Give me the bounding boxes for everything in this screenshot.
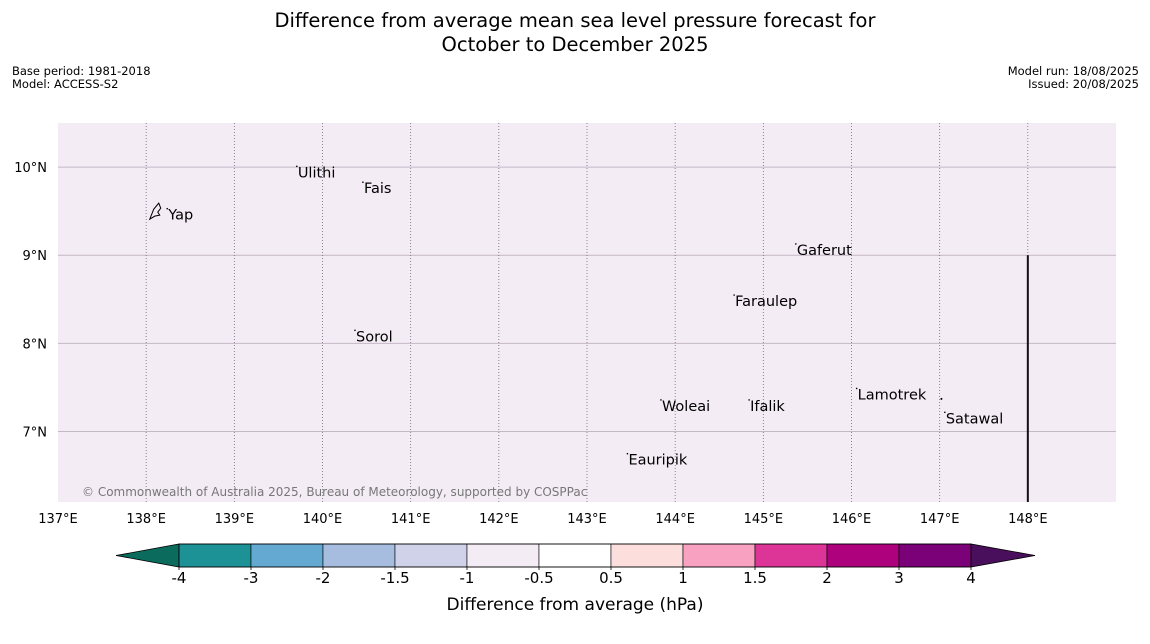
atoll-marker: [626, 452, 629, 455]
lat-tick-label: 8°N: [23, 337, 48, 352]
lon-tick-label: 141°E: [391, 512, 431, 527]
colorbar-tick-label: -2: [316, 569, 331, 587]
atoll-marker: [855, 387, 858, 390]
atoll-marker: [660, 399, 662, 401]
colorbar-swatch: [754, 543, 828, 568]
place-label: Sorol: [356, 329, 393, 345]
map-title: Difference from average mean sea level p…: [0, 9, 1150, 57]
lon-tick-label: 143°E: [567, 512, 607, 527]
colorbar-swatch: [394, 543, 468, 568]
lon-tick-label: 147°E: [920, 512, 960, 527]
atoll-marker: [944, 411, 946, 414]
atoll-marker: [354, 329, 356, 332]
place-label: Ifalik: [750, 399, 785, 415]
issued-text: Issued: 20/08/2025: [1028, 77, 1139, 91]
colorbar-swatch: [178, 543, 252, 568]
place-label: Lamotrek: [858, 387, 927, 403]
colorbar-swatch: [826, 543, 900, 568]
colorbar-swatch: [250, 543, 324, 568]
lon-tick-label: 142°E: [479, 512, 519, 527]
colorbar-tick-label: 2: [822, 569, 832, 587]
colorbar-extend-high: [970, 543, 1036, 568]
map-panel: 10°N 9°N 8°N 7°N 137°E 138°E 139°E 140°E 141°E 14…: [14, 123, 1116, 527]
colorbar-tick-label: -3: [244, 569, 259, 587]
colorbar: -4 -3 -2 -1.5 -1 -0.5 0.5 1 1.5 2 3 4 Difference fro…: [115, 543, 1036, 615]
lat-tick-label: 7°N: [23, 425, 48, 440]
colorbar-swatch: [610, 543, 684, 568]
meta-right: Model run: 18/08/2025 Issued: 20/08/2025: [1008, 65, 1139, 91]
place-label: Yap: [167, 208, 193, 224]
lat-tick-label: 9°N: [23, 249, 48, 264]
colorbar-swatch: [322, 543, 396, 568]
colorbar-tick-label: 1: [678, 569, 688, 587]
lon-tick-label: 144°E: [655, 512, 695, 527]
colorbar-tick-label: -0.5: [524, 569, 553, 587]
yap-island-outline: [148, 202, 162, 221]
colorbar-tick-label: -1.5: [380, 569, 409, 587]
colorbar-swatch: [898, 543, 972, 568]
place-label: Eauripik: [628, 453, 687, 469]
place-label: Ulithi: [298, 165, 336, 181]
atoll-marker: [362, 181, 364, 184]
lon-tick-label: 146°E: [832, 512, 872, 527]
colorbar-swatch: [466, 543, 540, 568]
copyright-text: © Commonwealth of Australia 2025, Bureau…: [82, 485, 587, 499]
colorbar-tick-label: 1.5: [743, 569, 767, 587]
atoll-marker: [748, 399, 750, 401]
place-label: Faraulep: [735, 294, 797, 310]
colorbar-swatch: [538, 543, 612, 568]
colorbar-label: Difference from average (hPa): [447, 595, 704, 615]
colorbar-tick-label: -1: [460, 569, 475, 587]
lon-tick-label: 140°E: [303, 512, 343, 527]
atoll-marker: [795, 243, 797, 245]
place-label: Gaferut: [797, 243, 852, 259]
colorbar-swatch: [682, 543, 756, 568]
colorbar-tick-label: 3: [894, 569, 904, 587]
model-text: Model: ACCESS-S2: [12, 77, 119, 91]
colorbar-frame: [178, 543, 972, 568]
islet-marker: [940, 397, 943, 400]
atoll-marker: [166, 207, 169, 210]
lon-tick-label: 138°E: [126, 512, 166, 527]
lon-tick-label: 137°E: [38, 512, 78, 527]
place-label: Fais: [364, 181, 391, 197]
colorbar-tick-label: 4: [966, 569, 976, 587]
lat-tick-label: 10°N: [14, 161, 47, 176]
model-run-text: Model run: 18/08/2025: [1007, 64, 1139, 78]
lon-tick-label: 139°E: [215, 512, 255, 527]
lon-tick-label: 145°E: [744, 512, 784, 527]
colorbar-extend-low: [115, 543, 180, 568]
title-line-1: Difference from average mean sea level p…: [274, 9, 876, 32]
base-period-text: Base period: 1981-2018: [12, 64, 151, 78]
colorbar-tick-label: -4: [172, 569, 187, 587]
title-line-2: October to December 2025: [441, 33, 709, 56]
atoll-marker: [296, 165, 298, 168]
meta-left: Base period: 1981-2018 Model: ACCESS-S2: [12, 65, 151, 91]
colorbar-tick-label: 0.5: [599, 569, 623, 587]
place-label: Woleai: [662, 399, 710, 415]
lon-tick-label: 148°E: [1008, 512, 1048, 527]
atoll-marker: [733, 294, 735, 296]
place-label: Satawal: [946, 411, 1003, 427]
